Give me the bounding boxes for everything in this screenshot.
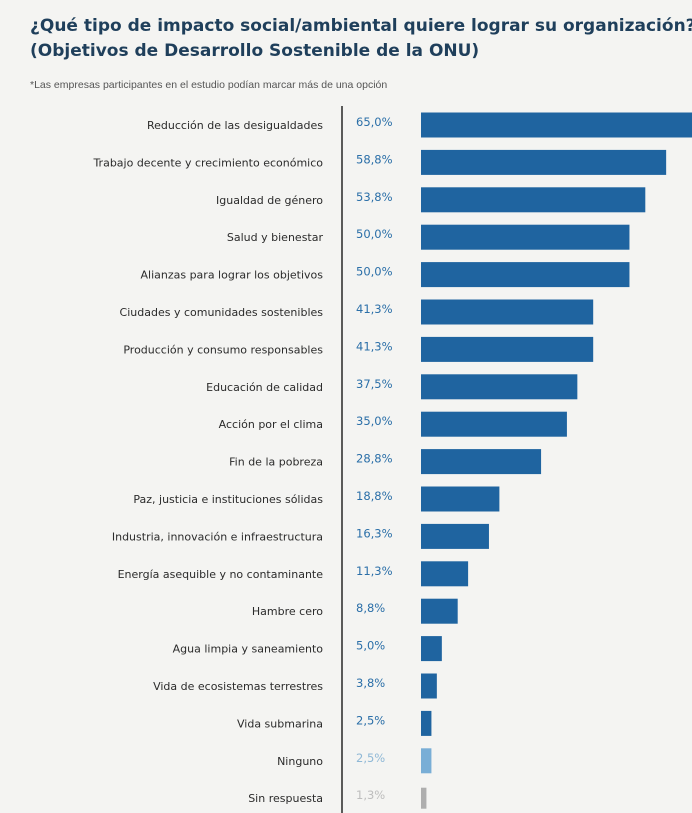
value-label: 50,0% bbox=[356, 265, 393, 279]
category-label: Salud y bienestar bbox=[227, 231, 324, 244]
bar bbox=[421, 262, 630, 288]
category-label: Agua limpia y saneamiento bbox=[173, 643, 324, 656]
value-label: 41,3% bbox=[356, 339, 393, 353]
value-label: 16,3% bbox=[356, 526, 393, 540]
category-label: Sin respuesta bbox=[248, 792, 323, 805]
bar bbox=[421, 299, 594, 325]
chart-title-line-1: ¿Qué tipo de impacto social/ambiental qu… bbox=[30, 16, 692, 36]
value-label: 11,3% bbox=[356, 564, 393, 578]
bar bbox=[421, 710, 432, 736]
value-label: 28,8% bbox=[356, 452, 393, 466]
value-label: 2,5% bbox=[356, 751, 385, 765]
bar bbox=[421, 449, 542, 475]
category-label: Reducción de las desigualdades bbox=[147, 119, 323, 132]
bar bbox=[421, 149, 667, 175]
category-label: Energía asequible y no contaminante bbox=[118, 568, 324, 581]
category-label: Ninguno bbox=[277, 755, 323, 768]
category-label: Ciudades y comunidades sostenibles bbox=[120, 306, 324, 319]
category-label: Igualdad de género bbox=[216, 194, 323, 207]
bar bbox=[421, 787, 427, 809]
value-label: 2,5% bbox=[356, 713, 385, 727]
bar bbox=[421, 411, 567, 437]
value-label: 41,3% bbox=[356, 302, 393, 316]
bar bbox=[421, 523, 489, 549]
value-label: 3,8% bbox=[356, 676, 385, 690]
category-label: Fin de la pobreza bbox=[229, 456, 323, 469]
value-label: 5,0% bbox=[356, 639, 385, 653]
category-label: Hambre cero bbox=[252, 605, 323, 618]
bar bbox=[421, 748, 432, 774]
value-label: 35,0% bbox=[356, 414, 393, 428]
category-label: Trabajo decente y crecimiento económico bbox=[92, 156, 323, 169]
value-label: 18,8% bbox=[356, 489, 393, 503]
category-label: Industria, innovación e infraestructura bbox=[112, 530, 323, 543]
value-label: 53,8% bbox=[356, 190, 393, 204]
chart-title-line-2: (Objetivos de Desarrollo Sostenible de l… bbox=[30, 41, 480, 61]
value-label: 1,3% bbox=[356, 788, 385, 802]
bar bbox=[421, 673, 437, 699]
category-label: Alianzas para lograr los objetivos bbox=[140, 269, 323, 282]
category-label: Producción y consumo responsables bbox=[123, 343, 323, 356]
category-label: Vida de ecosistemas terrestres bbox=[153, 680, 323, 693]
category-label: Paz, justicia e instituciones sólidas bbox=[133, 493, 323, 506]
bar bbox=[421, 224, 630, 250]
bar bbox=[421, 112, 692, 138]
bar bbox=[421, 336, 594, 362]
bar bbox=[421, 561, 469, 587]
value-label: 37,5% bbox=[356, 377, 393, 391]
category-label: Educación de calidad bbox=[206, 381, 323, 394]
value-label: 50,0% bbox=[356, 227, 393, 241]
category-label: Vida submarina bbox=[237, 717, 323, 730]
bar bbox=[421, 374, 578, 400]
value-label: 8,8% bbox=[356, 601, 385, 615]
chart-title: ¿Qué tipo de impacto social/ambiental qu… bbox=[30, 14, 692, 64]
bar bbox=[421, 636, 442, 662]
value-label: 65,0% bbox=[356, 115, 393, 129]
chart-footnote: *Las empresas participantes en el estudi… bbox=[30, 79, 388, 91]
bar bbox=[421, 187, 646, 213]
bar bbox=[421, 486, 500, 512]
bar bbox=[421, 598, 458, 624]
value-label: 58,8% bbox=[356, 152, 393, 166]
category-label: Acción por el clima bbox=[219, 418, 323, 431]
